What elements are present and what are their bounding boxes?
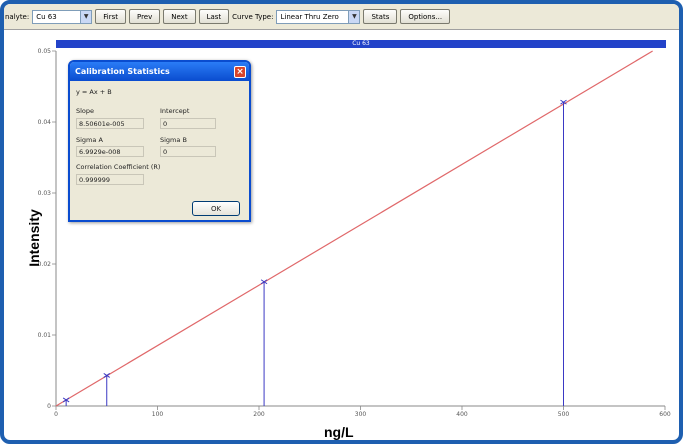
x-tick-label: 200	[253, 411, 265, 418]
intercept-field: 0	[160, 118, 216, 129]
y-tick-label: 0.04	[38, 119, 52, 126]
x-tick-label: 500	[558, 411, 570, 418]
x-tick-label: 0	[54, 411, 58, 418]
close-icon[interactable]: ×	[234, 66, 246, 78]
y-axis-label: Intensity	[26, 208, 42, 268]
correlation-label: Correlation Coefficient (R)	[76, 163, 160, 171]
slope-field: 8.50601e-005	[76, 118, 144, 129]
x-tick-label: 400	[456, 411, 468, 418]
calibration-statistics-dialog[interactable]: Calibration Statistics × y = Ax + B Slop…	[68, 60, 251, 222]
x-tick-label: 300	[355, 411, 367, 418]
slope-label: Slope	[76, 107, 94, 115]
dialog-titlebar[interactable]: Calibration Statistics ×	[70, 62, 249, 81]
dialog-body: y = Ax + B Slope Intercept 8.50601e-005 …	[70, 81, 249, 220]
sigma-b-field: 0	[160, 146, 216, 157]
equation-text: y = Ax + B	[76, 88, 112, 96]
x-tick-label: 100	[152, 411, 164, 418]
x-tick-label: 600	[659, 411, 671, 418]
y-tick-label: 0.05	[38, 48, 52, 55]
sigma-b-label: Sigma B	[160, 136, 187, 144]
correlation-field: 0.999999	[76, 174, 144, 185]
sigma-a-label: Sigma A	[76, 136, 103, 144]
x-axis-label: ng/L	[324, 424, 354, 440]
intercept-label: Intercept	[160, 107, 189, 115]
y-tick-label: 0	[47, 403, 51, 410]
dialog-title: Calibration Statistics	[75, 67, 170, 76]
ok-button[interactable]: OK	[192, 201, 240, 216]
y-tick-label: 0.01	[38, 332, 52, 339]
y-tick-label: 0.03	[38, 190, 52, 197]
sigma-a-field: 6.9929e-008	[76, 146, 144, 157]
